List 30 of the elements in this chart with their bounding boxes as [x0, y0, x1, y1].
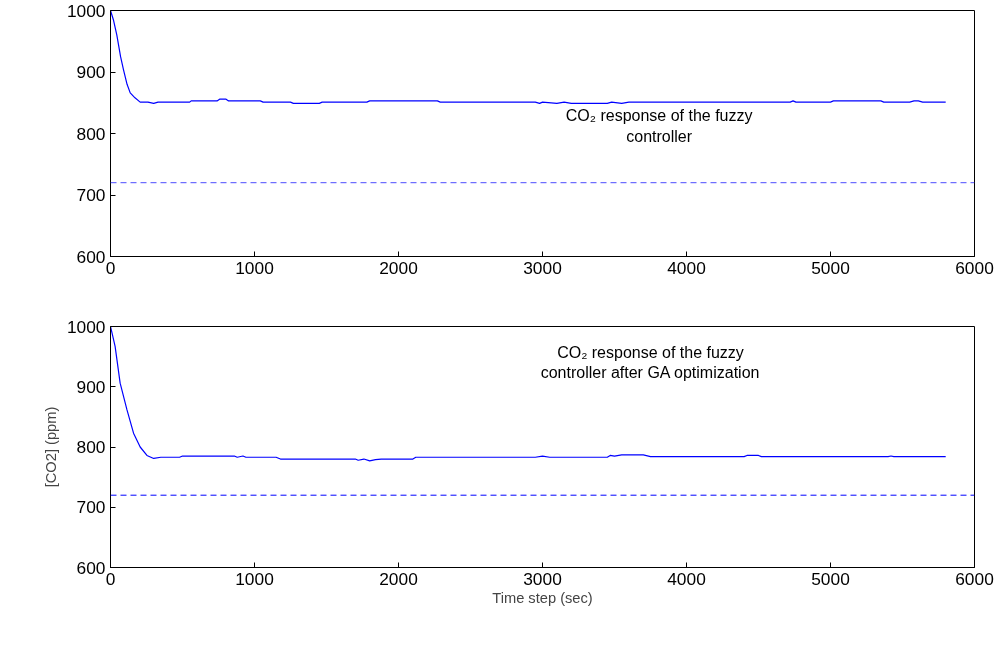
y-tick-label: 800 [76, 437, 106, 457]
x-tick-label: 4000 [667, 257, 706, 278]
x-tick-label: 6000 [955, 568, 994, 589]
y-tick-label: 700 [76, 185, 106, 205]
x-tick-label: 1000 [235, 257, 274, 278]
x-tick-label: 3000 [523, 257, 562, 278]
y-tick-label: 600 [76, 557, 106, 578]
x-tick-label: 1000 [235, 568, 274, 589]
line-series [110, 326, 947, 462]
y-tick-label: 900 [76, 376, 106, 397]
y-axis-title: [CO2] (ppm) [42, 406, 59, 488]
x-tick-label: 2000 [379, 257, 418, 278]
y-tick-label: 700 [76, 497, 106, 518]
y-tick-label: 600 [76, 246, 106, 267]
line-series [110, 10, 947, 104]
x-axis-title: Time step (sec) [492, 589, 593, 606]
y-tick-label: 1000 [66, 316, 106, 337]
y-tick-label: 900 [76, 62, 106, 82]
x-tick-label: 6000 [955, 257, 994, 278]
annotation: CO₂ response of the fuzzy controller [565, 107, 753, 145]
x-tick-label: 0 [105, 257, 116, 278]
y-tick-label: 800 [76, 123, 106, 144]
y-tick-label: 1000 [66, 0, 106, 21]
x-tick-label: 2000 [379, 568, 418, 589]
x-tick-label: 3000 [523, 568, 562, 589]
x-tick-label: 5000 [811, 257, 850, 278]
x-tick-label: 0 [105, 568, 116, 589]
annotation: CO₂ response of the fuzzy controller after GA optimization [540, 343, 760, 382]
x-tick-label: 5000 [811, 568, 850, 589]
x-tick-label: 4000 [667, 568, 706, 589]
